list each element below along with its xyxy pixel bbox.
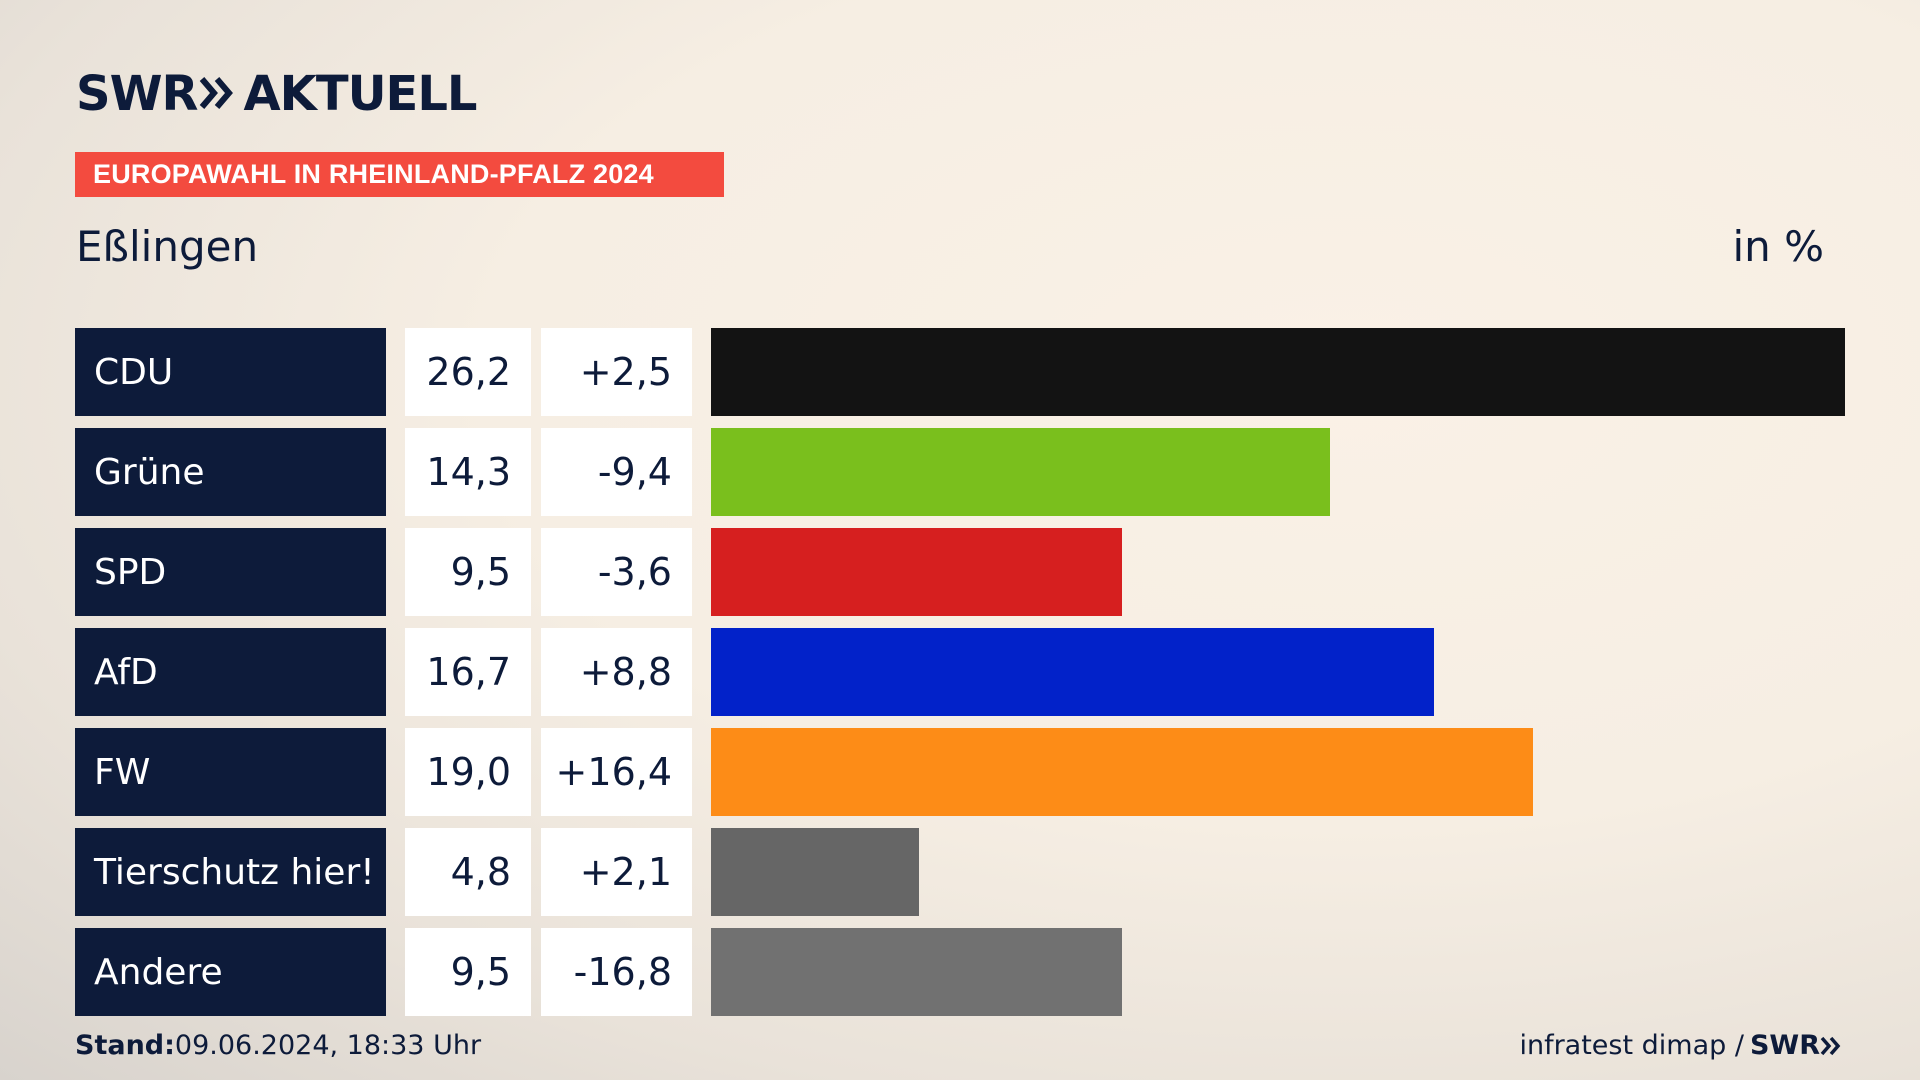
party-label: CDU — [75, 328, 386, 416]
bar — [711, 328, 1845, 416]
source-text: infratest dimap / — [1519, 1030, 1744, 1061]
bar — [711, 828, 919, 916]
value-label: 9,5 — [405, 928, 531, 1016]
logo-aktuell-text: AKTUELL — [243, 66, 477, 122]
source-brand: SWR — [1750, 1030, 1842, 1061]
change-label: +2,1 — [541, 828, 692, 916]
value-label: 16,7 — [405, 628, 531, 716]
party-label: Grüne — [75, 428, 386, 516]
change-label: +16,4 — [541, 728, 692, 816]
value-label: 9,5 — [405, 528, 531, 616]
swr-aktuell-logo: SWR AKTUELL — [76, 66, 478, 122]
bar — [711, 728, 1533, 816]
source-credit: infratest dimap / SWR — [1519, 1030, 1842, 1061]
region-title: Eßlingen — [76, 222, 259, 271]
election-banner: EUROPAWAHL IN RHEINLAND-PFALZ 2024 — [75, 152, 724, 197]
change-label: +8,8 — [541, 628, 692, 716]
bar — [711, 628, 1434, 716]
timestamp: Stand:09.06.2024, 18:33 Uhr — [75, 1030, 481, 1061]
logo-swr-text: SWR — [76, 66, 198, 122]
value-label: 4,8 — [405, 828, 531, 916]
unit-label: in % — [1732, 222, 1824, 271]
change-label: -3,6 — [541, 528, 692, 616]
stand-label: Stand: — [75, 1030, 175, 1061]
bar — [711, 528, 1122, 616]
value-label: 26,2 — [405, 328, 531, 416]
bar — [711, 928, 1122, 1016]
small-chevron-icon — [1820, 1036, 1841, 1055]
party-label: AfD — [75, 628, 386, 716]
double-chevron-icon — [199, 66, 235, 122]
change-label: -9,4 — [541, 428, 692, 516]
source-brand-text: SWR — [1749, 1030, 1820, 1061]
change-label: +2,5 — [541, 328, 692, 416]
party-label: SPD — [75, 528, 386, 616]
value-label: 14,3 — [405, 428, 531, 516]
bar — [711, 428, 1330, 516]
change-label: -16,8 — [541, 928, 692, 1016]
stand-value: 09.06.2024, 18:33 Uhr — [174, 1030, 482, 1061]
value-label: 19,0 — [405, 728, 531, 816]
party-label: Andere — [75, 928, 386, 1016]
party-label: FW — [75, 728, 386, 816]
party-label: Tierschutz hier! — [75, 828, 386, 916]
